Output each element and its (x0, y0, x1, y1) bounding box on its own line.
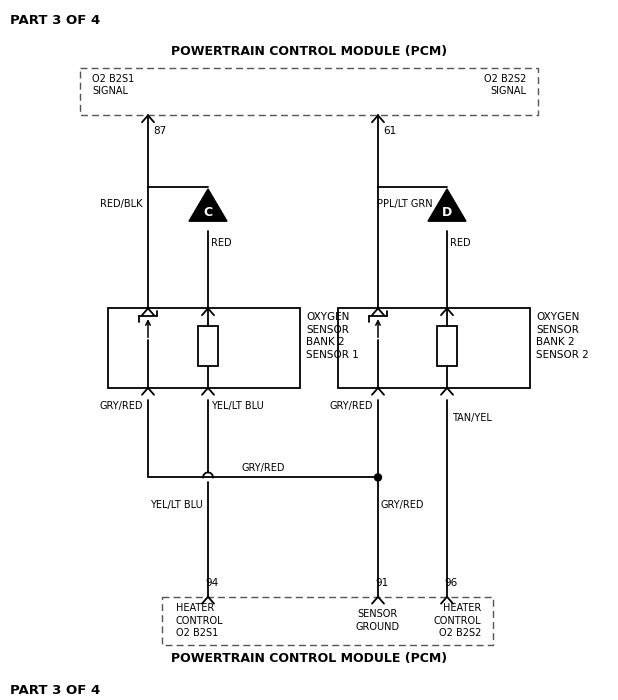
Text: GRY/RED: GRY/RED (381, 500, 425, 510)
Bar (162, 597, 493, 645)
Text: O2 B2S2
SIGNAL: O2 B2S2 SIGNAL (484, 74, 526, 96)
Text: GRY/RED: GRY/RED (241, 463, 285, 473)
Bar (437, 326, 457, 365)
Text: RED: RED (450, 238, 471, 248)
Text: 96: 96 (444, 578, 457, 588)
Text: YEL/LT BLU: YEL/LT BLU (211, 401, 264, 411)
Text: GRY/RED: GRY/RED (99, 401, 143, 411)
Bar (108, 308, 300, 388)
Polygon shape (189, 189, 227, 221)
Text: OXYGEN
SENSOR
BANK 2
SENSOR 1: OXYGEN SENSOR BANK 2 SENSOR 1 (306, 312, 359, 360)
Bar (338, 308, 530, 388)
Text: POWERTRAIN CONTROL MODULE (PCM): POWERTRAIN CONTROL MODULE (PCM) (171, 46, 447, 58)
Text: HEATER
CONTROL
O2 B2S2: HEATER CONTROL O2 B2S2 (433, 603, 481, 638)
Text: O2 B2S1
SIGNAL: O2 B2S1 SIGNAL (92, 74, 134, 96)
Text: GRY/RED: GRY/RED (329, 401, 373, 411)
Circle shape (375, 474, 381, 481)
Text: RED: RED (211, 238, 232, 248)
Text: 87: 87 (153, 126, 166, 136)
Text: C: C (203, 206, 213, 219)
Text: TAN/YEL: TAN/YEL (452, 413, 492, 423)
Text: YEL/LT BLU: YEL/LT BLU (150, 500, 203, 510)
Text: SENSOR
GROUND: SENSOR GROUND (356, 610, 400, 632)
Text: 94: 94 (205, 578, 218, 588)
Text: OXYGEN
SENSOR
BANK 2
SENSOR 2: OXYGEN SENSOR BANK 2 SENSOR 2 (536, 312, 589, 360)
Bar (198, 326, 218, 365)
Text: HEATER
CONTROL
O2 B2S1: HEATER CONTROL O2 B2S1 (176, 603, 224, 638)
Polygon shape (428, 189, 466, 221)
Text: RED/BLK: RED/BLK (101, 199, 143, 209)
Text: D: D (442, 206, 452, 219)
Text: PART 3 OF 4: PART 3 OF 4 (10, 685, 100, 697)
Text: PART 3 OF 4: PART 3 OF 4 (10, 14, 100, 27)
Bar (80, 68, 538, 116)
Text: 61: 61 (383, 126, 396, 136)
Text: PPL/LT GRN: PPL/LT GRN (378, 199, 433, 209)
Text: 91: 91 (375, 578, 388, 588)
Text: POWERTRAIN CONTROL MODULE (PCM): POWERTRAIN CONTROL MODULE (PCM) (171, 652, 447, 665)
